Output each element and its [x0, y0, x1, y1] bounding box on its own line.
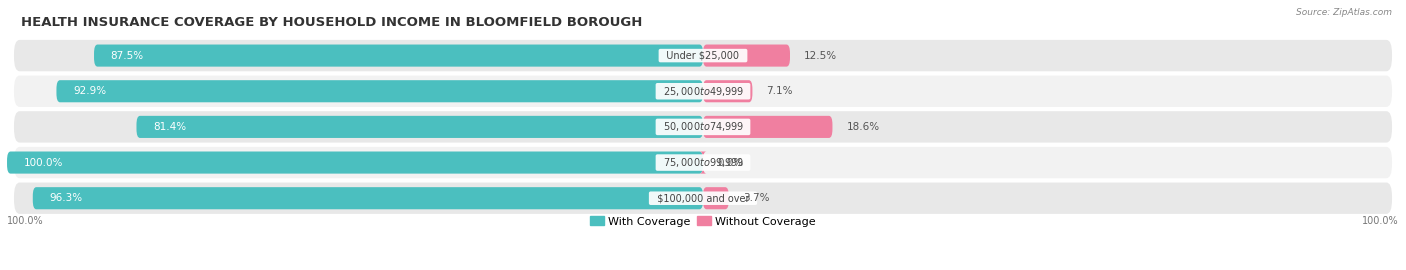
- Text: 100.0%: 100.0%: [7, 216, 44, 226]
- Text: 18.6%: 18.6%: [846, 122, 880, 132]
- Text: $50,000 to $74,999: $50,000 to $74,999: [658, 120, 748, 133]
- FancyBboxPatch shape: [94, 45, 703, 67]
- FancyBboxPatch shape: [700, 151, 706, 174]
- Text: 92.9%: 92.9%: [73, 86, 107, 96]
- Text: 87.5%: 87.5%: [111, 50, 143, 60]
- FancyBboxPatch shape: [7, 151, 703, 174]
- FancyBboxPatch shape: [32, 187, 703, 209]
- FancyBboxPatch shape: [703, 187, 728, 209]
- FancyBboxPatch shape: [136, 116, 703, 138]
- Text: 81.4%: 81.4%: [153, 122, 187, 132]
- Text: 96.3%: 96.3%: [49, 193, 83, 203]
- FancyBboxPatch shape: [703, 45, 790, 67]
- Text: Source: ZipAtlas.com: Source: ZipAtlas.com: [1296, 8, 1392, 17]
- FancyBboxPatch shape: [14, 183, 1392, 214]
- Legend: With Coverage, Without Coverage: With Coverage, Without Coverage: [586, 212, 820, 231]
- Text: 3.7%: 3.7%: [742, 193, 769, 203]
- Text: 7.1%: 7.1%: [766, 86, 793, 96]
- FancyBboxPatch shape: [14, 76, 1392, 107]
- FancyBboxPatch shape: [14, 111, 1392, 143]
- Text: $25,000 to $49,999: $25,000 to $49,999: [658, 85, 748, 98]
- Text: $75,000 to $99,999: $75,000 to $99,999: [658, 156, 748, 169]
- Text: 100.0%: 100.0%: [1362, 216, 1399, 226]
- Text: Under $25,000: Under $25,000: [661, 50, 745, 60]
- FancyBboxPatch shape: [703, 116, 832, 138]
- Text: 12.5%: 12.5%: [804, 50, 837, 60]
- FancyBboxPatch shape: [14, 147, 1392, 178]
- FancyBboxPatch shape: [14, 40, 1392, 71]
- Text: 100.0%: 100.0%: [24, 158, 63, 168]
- Text: $100,000 and over: $100,000 and over: [651, 193, 755, 203]
- FancyBboxPatch shape: [703, 80, 752, 102]
- Text: 0.0%: 0.0%: [717, 158, 744, 168]
- FancyBboxPatch shape: [56, 80, 703, 102]
- Text: HEALTH INSURANCE COVERAGE BY HOUSEHOLD INCOME IN BLOOMFIELD BOROUGH: HEALTH INSURANCE COVERAGE BY HOUSEHOLD I…: [21, 16, 643, 29]
